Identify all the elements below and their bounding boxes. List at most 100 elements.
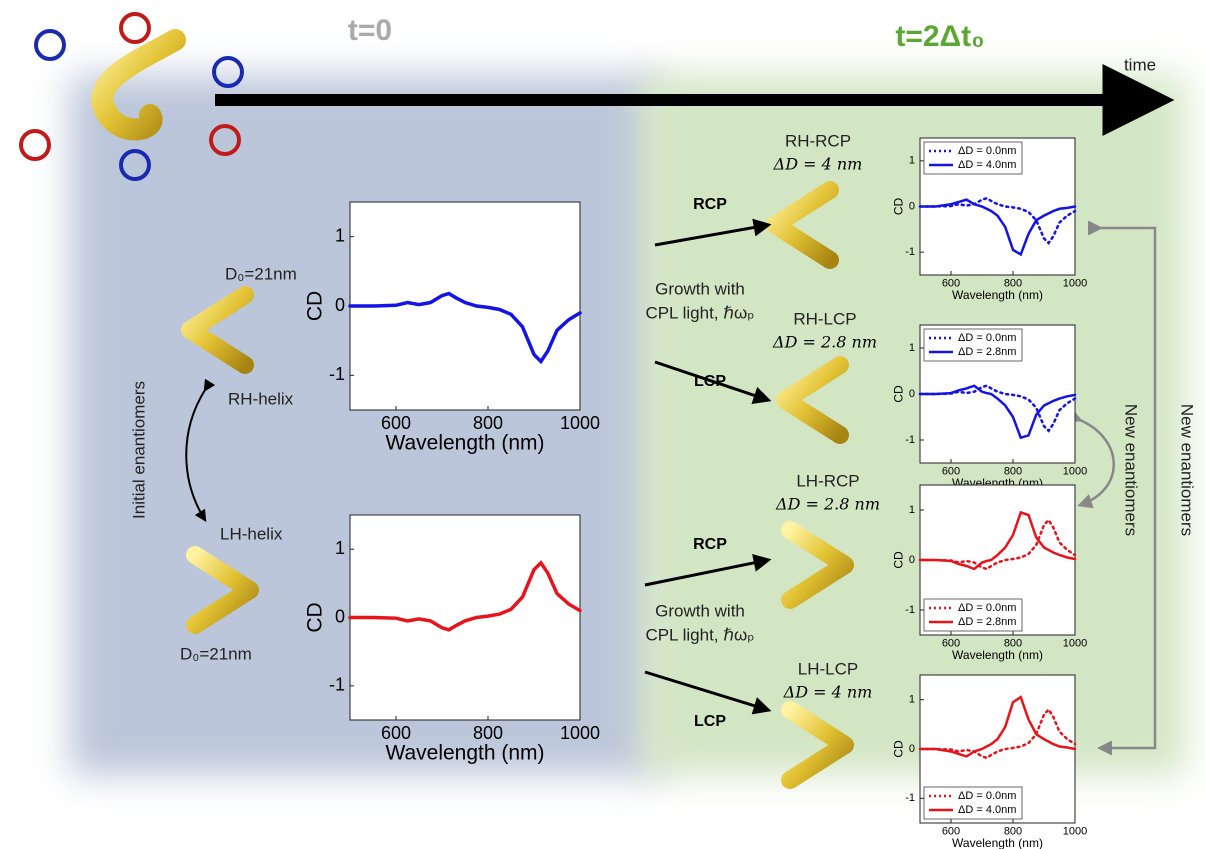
y-tick-label: 0 (909, 743, 915, 755)
x-axis-label: Wavelength (nm) (952, 836, 1043, 849)
data-line (918, 695, 1077, 758)
legend-box (923, 141, 1023, 175)
y-tick-label: 1 (335, 225, 345, 245)
y-tick-label: 0 (335, 295, 345, 315)
y-tick-label: 0 (909, 388, 915, 400)
d0-label: D₀=21nm (180, 644, 252, 663)
y-tick-label: -1 (905, 246, 915, 258)
y-tick-label: -1 (329, 675, 345, 695)
data-line (918, 198, 1077, 257)
new-enantiomers-label: New enantiomers (1122, 404, 1141, 536)
growth-label: CPL light, ℏωₚ (645, 303, 754, 322)
legend-label: ΔD = 0.0nm (958, 332, 1016, 344)
time-label: time (1124, 55, 1156, 74)
x-tick-label: 800 (473, 723, 503, 743)
variant-label: RH-LCP (793, 309, 856, 328)
variant-label: RH-RCP (785, 131, 851, 150)
x-tick-label: 1000 (1063, 826, 1087, 838)
y-axis-label: CD (891, 551, 905, 569)
growth-label: CPL light, ℏωₚ (645, 625, 754, 644)
x-tick-label: 800 (473, 413, 503, 433)
chart: 600 800 1000 -1 0 1 Wavelength (nm) CD (303, 514, 600, 765)
curved-arrow (1065, 408, 1115, 509)
t2-label: t=2Δt₀ (895, 20, 984, 53)
x-tick-label: 800 (1004, 466, 1022, 478)
x-tick-label: 1000 (1063, 278, 1087, 290)
legend-label: ΔD = 4.0nm (958, 159, 1016, 171)
t0-label: t=0 (348, 14, 392, 47)
legend-label: ΔD = 2.8nm (958, 616, 1016, 628)
legend-box (923, 328, 1023, 362)
legend-label: ΔD = 0.0nm (958, 602, 1016, 614)
variant-label: LH-LCP (798, 659, 858, 678)
y-tick-label: 1 (909, 155, 915, 167)
rcp-label: RCP (693, 536, 727, 553)
legend-label: ΔD = 4.0nm (958, 804, 1016, 816)
y-axis-label: CD (891, 385, 905, 403)
data-line (918, 384, 1077, 440)
d0-label: D₀=21nm (225, 264, 297, 283)
growth-label: Growth with (655, 279, 745, 298)
chart: 600 800 1000 -1 0 1 Wavelength (nm) CD (303, 201, 600, 455)
top-helix (19, 12, 244, 181)
x-tick-label: 1000 (560, 413, 600, 433)
data-line (918, 517, 1077, 571)
variant-label: LH-RCP (796, 471, 859, 490)
rcp-label: RCP (693, 196, 727, 213)
x-tick-label: 800 (1004, 638, 1022, 650)
lcp-label: LCP (694, 713, 726, 730)
legend-box (923, 598, 1023, 632)
y-tick-label: -1 (905, 604, 915, 616)
x-tick-label: 1000 (560, 723, 600, 743)
delta-label: ΔD = 4 nm (773, 155, 863, 174)
legend-label: ΔD = 2.8nm (958, 346, 1016, 358)
initial-label: Initial enantiomers (129, 381, 148, 519)
delta-label: ΔD = 2.8 nm (775, 495, 880, 514)
x-tick-label: 1000 (1063, 638, 1087, 650)
x-tick-label: 600 (942, 638, 960, 650)
x-tick-label: 800 (1004, 278, 1022, 290)
data-line (348, 291, 582, 365)
x-tick-label: 800 (1004, 826, 1022, 838)
x-tick-label: 600 (942, 826, 960, 838)
y-tick-label: -1 (329, 364, 345, 384)
data-line (918, 510, 1077, 571)
legend-label: ΔD = 0.0nm (958, 145, 1016, 157)
new-enantiomers-label: New enantiomers (1178, 404, 1197, 536)
x-tick-label: 1000 (1063, 466, 1087, 478)
y-axis-label: CD (303, 602, 326, 632)
x-axis-label: Wavelength (nm) (952, 288, 1043, 302)
x-axis-label: Wavelength (nm) (952, 648, 1043, 662)
data-line (348, 560, 582, 632)
lcp-label: LCP (694, 373, 726, 390)
y-axis-label: CD (303, 291, 326, 321)
chart: 600 800 1000 -1 0 1 Wavelength (nm) CD ΔD = 0.0n… (891, 674, 1087, 849)
y-axis-label: CD (891, 198, 905, 216)
x-tick-label: 600 (381, 413, 411, 433)
y-tick-label: 1 (909, 694, 915, 706)
y-tick-label: 1 (909, 504, 915, 516)
delta-label: ΔD = 4 nm (783, 683, 873, 702)
growth-label: Growth with (655, 601, 745, 620)
x-tick-label: 600 (381, 723, 411, 743)
x-tick-label: 600 (942, 466, 960, 478)
chart: 600 800 1000 -1 0 1 Wavelength (nm) CD ΔD = 0.0n… (891, 484, 1087, 662)
data-line (918, 707, 1077, 760)
lh-helix-label: LH-helix (220, 524, 283, 543)
y-tick-label: 0 (909, 200, 915, 212)
x-axis-label: Wavelength (nm) (385, 432, 544, 455)
y-tick-label: 1 (909, 342, 915, 354)
y-axis-label: CD (891, 740, 905, 758)
rh-helix-label: RH-helix (228, 389, 294, 408)
y-tick-label: 1 (335, 538, 345, 558)
y-tick-label: 0 (909, 554, 915, 566)
delta-label: ΔD = 2.8 nm (772, 333, 877, 352)
legend-box (923, 786, 1023, 820)
y-tick-label: -1 (905, 434, 915, 446)
x-axis-label: Wavelength (nm) (385, 742, 544, 765)
y-tick-label: -1 (905, 792, 915, 804)
legend-label: ΔD = 0.0nm (958, 790, 1016, 802)
